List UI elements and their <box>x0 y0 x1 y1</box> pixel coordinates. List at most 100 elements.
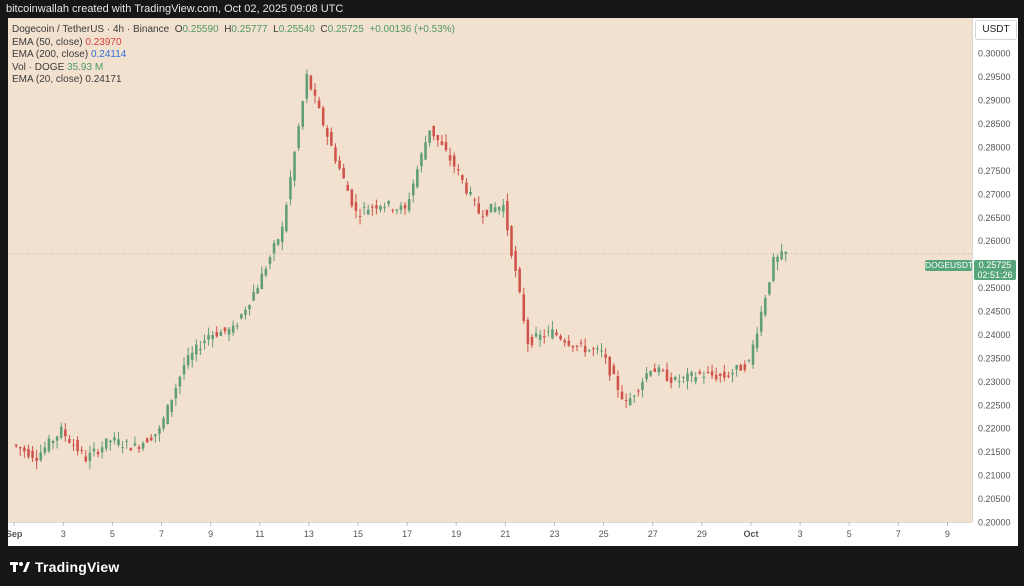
candle-down <box>669 377 673 383</box>
candle-down <box>465 182 468 194</box>
candle-up <box>133 443 137 446</box>
candle-down <box>76 439 79 452</box>
y-tick-label: 0.24500 <box>978 307 1011 317</box>
x-tick-label: 29 <box>697 529 707 539</box>
candle-down <box>23 447 26 452</box>
y-tick-label: 0.26000 <box>978 236 1011 246</box>
legend-high: 0.25777 <box>231 24 268 35</box>
candle-up <box>416 169 419 187</box>
candle-down <box>72 444 75 446</box>
candle-down <box>563 340 566 343</box>
y-tick-label: 0.28500 <box>978 119 1011 129</box>
y-tick-label: 0.21500 <box>978 447 1011 457</box>
candle-up <box>55 436 59 441</box>
candle-up <box>694 377 697 382</box>
y-tick-label: 0.26500 <box>978 213 1011 223</box>
y-tick-label: 0.23500 <box>978 353 1011 363</box>
candle-up <box>305 74 309 99</box>
legend-ema50-row[interactable]: EMA (50, close) 0.23970 <box>12 37 455 50</box>
candle-down <box>313 89 317 96</box>
candle-down <box>624 400 628 402</box>
candle-down <box>608 356 612 376</box>
candle-up <box>297 126 300 149</box>
candle-up <box>673 377 677 380</box>
candle-up <box>411 183 415 196</box>
candle-up <box>240 314 243 319</box>
candle-up <box>702 376 706 379</box>
candle-down <box>137 447 141 449</box>
chart-area[interactable]: 0.20000 0.20500 0.21000 0.21500 0.22000 0.225… <box>8 18 1018 546</box>
chart-caption: bitcoinwallah created with TradingView.c… <box>6 3 344 15</box>
x-tick-label: 5 <box>110 529 115 539</box>
candle-up <box>424 142 427 160</box>
tradingview-logo-text: TradingView <box>35 559 120 575</box>
candle-down <box>129 448 133 451</box>
candle-down <box>743 364 747 370</box>
candle-down <box>592 348 595 350</box>
candle-up <box>735 365 738 370</box>
candle-down <box>354 202 358 211</box>
legend-volume-row[interactable]: Vol · DOGE 35.93 M <box>12 62 455 75</box>
x-tick-label: 25 <box>599 529 609 539</box>
candle-down <box>358 216 362 218</box>
candle-up <box>125 440 128 442</box>
candle-down <box>330 131 333 146</box>
candle-up <box>690 372 693 377</box>
plot-background <box>8 18 972 522</box>
candle-up <box>178 376 182 387</box>
candle-up <box>420 153 423 167</box>
candle-up <box>174 388 178 399</box>
candle-up <box>47 438 51 452</box>
candle-down <box>96 451 100 455</box>
y-tick-label: 0.23000 <box>978 377 1011 387</box>
candle-down <box>718 373 722 376</box>
legend-low-label: L <box>273 24 279 35</box>
candle-up <box>39 452 43 461</box>
x-tick-label: Sep <box>8 529 23 539</box>
y-tick-label: 0.29500 <box>978 72 1011 82</box>
candle-up <box>264 268 268 276</box>
price-chart[interactable]: 0.20000 0.20500 0.21000 0.21500 0.22000 0.225… <box>8 18 1018 546</box>
candle-up <box>772 257 775 281</box>
price-unit-button[interactable]: USDT <box>975 20 1017 40</box>
candle-up <box>88 452 92 462</box>
candle-up <box>759 311 763 332</box>
candle-up <box>649 371 652 376</box>
legend-open: 0.25590 <box>182 24 219 35</box>
last-price-value: 0.25725 <box>978 260 1012 270</box>
candle-up <box>276 239 280 245</box>
candle-down <box>698 371 702 374</box>
y-tick-label: 0.20000 <box>978 518 1011 528</box>
x-tick-label: 7 <box>159 529 164 539</box>
x-tick-label: 17 <box>402 529 412 539</box>
candle-down <box>461 175 464 180</box>
x-tick-label: 3 <box>61 529 66 539</box>
candle-down <box>452 155 456 167</box>
candle-up <box>776 256 779 263</box>
candle-down <box>14 444 18 446</box>
candle-down <box>604 354 607 358</box>
x-tick-label: 21 <box>500 529 510 539</box>
candle-up <box>248 304 251 310</box>
candle-up <box>489 203 493 213</box>
candle-down <box>80 449 83 451</box>
chart-legend: Dogecoin / TetherUS · 4h · Binance O0.25… <box>12 24 455 87</box>
candle-down <box>27 448 30 457</box>
candle-down <box>68 439 71 443</box>
legend-ema200-row[interactable]: EMA (200, close) 0.24114 <box>12 49 455 62</box>
candle-up <box>362 206 366 208</box>
candle-up <box>551 329 554 339</box>
legend-ema20-row[interactable]: EMA (20, close) 0.24171 <box>12 74 455 87</box>
candle-down <box>612 365 616 375</box>
candle-down <box>375 205 378 209</box>
y-tick-label: 0.24000 <box>978 330 1011 340</box>
candle-up <box>502 204 505 212</box>
candle-down <box>739 364 742 371</box>
tradingview-logo[interactable]: TradingView <box>10 558 119 576</box>
candle-up <box>686 373 689 382</box>
legend-close: 0.25725 <box>327 24 364 35</box>
candle-up <box>289 176 292 200</box>
candle-up <box>399 205 403 210</box>
candle-down <box>514 250 517 271</box>
candle-up <box>587 349 591 352</box>
